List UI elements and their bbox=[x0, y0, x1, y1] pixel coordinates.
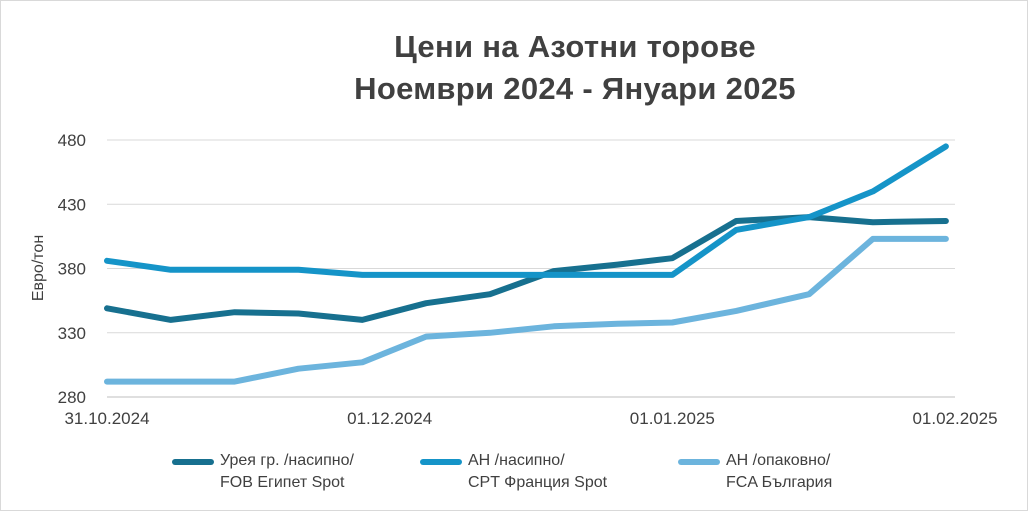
y-tick-label: 480 bbox=[58, 131, 86, 150]
chart-title: Цени на Азотни торове bbox=[394, 29, 756, 64]
legend-label-2b: CPT Франция Spot bbox=[468, 474, 608, 491]
x-tick-label: 31.10.2024 bbox=[64, 409, 149, 428]
y-tick-label: 280 bbox=[58, 388, 86, 407]
legend-swatch-1 bbox=[172, 459, 214, 465]
y-tick-label: 330 bbox=[58, 324, 86, 343]
legend-swatch-3 bbox=[678, 459, 720, 465]
legend-label-2a: АН /насипно/ bbox=[468, 452, 565, 469]
series-line-2 bbox=[104, 143, 949, 278]
chart-subtitle: Ноември 2024 - Януари 2025 bbox=[354, 71, 796, 106]
legend-label-3a: АН /опаковно/ bbox=[726, 452, 831, 469]
x-tick-label: 01.01.2025 bbox=[630, 409, 715, 428]
legend-swatch-2 bbox=[420, 459, 462, 465]
y-tick-label: 430 bbox=[58, 195, 86, 214]
legend-label-1a: Урея гр. /насипно/ bbox=[220, 452, 354, 469]
series-line-3 bbox=[104, 235, 949, 385]
x-tick-label: 01.02.2025 bbox=[912, 409, 997, 428]
legend-label-1b: FOB Египет Spot bbox=[220, 474, 345, 491]
x-tick-label: 01.12.2024 bbox=[347, 409, 432, 428]
y-axis-label: Евро/тон bbox=[30, 235, 47, 301]
y-tick-label: 380 bbox=[58, 260, 86, 279]
legend-label-3b: FCA България bbox=[726, 474, 833, 491]
